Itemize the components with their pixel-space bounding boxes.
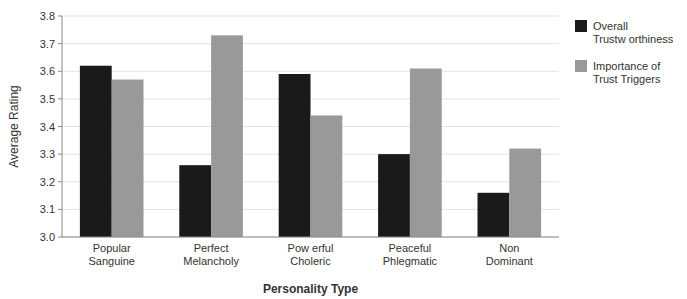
x-tick-label: NonDominant [486, 242, 533, 267]
y-tick [58, 181, 62, 182]
y-tick [58, 237, 62, 238]
x-tick-label: Pow erfulCholeric [288, 242, 334, 267]
bar [112, 80, 144, 237]
legend-label: OverallTrustw orthiness [593, 20, 674, 45]
legend-label: Importance ofTrust Triggers [593, 60, 661, 85]
y-axis-line [62, 16, 63, 237]
grid-line [62, 237, 559, 238]
y-tick [58, 98, 62, 99]
bar [279, 74, 311, 237]
bar [410, 68, 442, 237]
bars [80, 35, 541, 237]
grid-line [62, 16, 559, 17]
x-axis-line [62, 237, 559, 238]
y-tick-label: 3.1 [40, 203, 55, 215]
y-tick-label: 3.4 [40, 121, 55, 133]
x-axis-title: Personality Type [263, 282, 358, 296]
legend: OverallTrustw orthiness Importance ofTrus… [575, 20, 674, 85]
y-tick [58, 16, 62, 17]
bar [477, 193, 509, 237]
y-tick [58, 71, 62, 72]
y-tick [58, 43, 62, 44]
bar [378, 154, 410, 237]
x-axis: PopularSanguine PerfectMelancholy Pow erfu… [88, 242, 532, 267]
y-tick-label: 3.2 [40, 176, 55, 188]
y-axis: 3.0 3.1 3.2 3.3 3.4 3.5 3.6 3.7 3.8 [40, 10, 559, 243]
bar [509, 149, 541, 237]
x-tick-label: PeacefulPhlegmatic [383, 242, 438, 267]
x-tick-label: PopularSanguine [88, 242, 135, 267]
bar [311, 115, 343, 237]
bar [179, 165, 211, 237]
legend-swatch [575, 60, 587, 72]
y-tick-label: 3.6 [40, 65, 55, 77]
chart: 3.0 3.1 3.2 3.3 3.4 3.5 3.6 3.7 3.8 PopularSangui… [0, 0, 687, 299]
y-tick [58, 209, 62, 210]
y-tick [58, 154, 62, 155]
y-tick-label: 3.8 [40, 10, 55, 22]
y-tick-label: 3.0 [40, 231, 55, 243]
y-tick-label: 3.7 [40, 38, 55, 50]
chart-container: 3.0 3.1 3.2 3.3 3.4 3.5 3.6 3.7 3.8 PopularSangui… [0, 0, 687, 299]
y-tick-label: 3.3 [40, 148, 55, 160]
x-tick-label: PerfectMelancholy [183, 242, 239, 267]
grid-line [62, 43, 559, 44]
y-tick-label: 3.5 [40, 93, 55, 105]
y-axis-title: Average Rating [7, 85, 21, 168]
bar [211, 35, 243, 237]
bar [80, 66, 112, 237]
legend-swatch [575, 20, 587, 32]
grid-line [62, 71, 559, 72]
y-tick [58, 126, 62, 127]
